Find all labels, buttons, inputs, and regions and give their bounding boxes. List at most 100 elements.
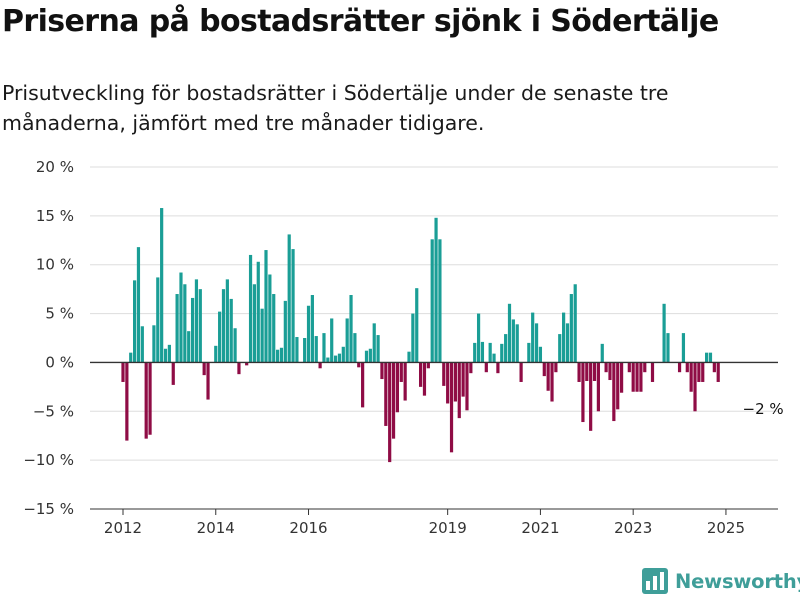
bar <box>442 362 446 386</box>
bar <box>341 346 345 363</box>
x-tick-label: 2012 <box>104 519 142 537</box>
bar <box>438 239 442 363</box>
bar <box>306 305 311 363</box>
bar <box>484 362 488 373</box>
bar <box>496 362 500 374</box>
bar <box>272 294 276 363</box>
bar <box>457 362 461 419</box>
bar <box>712 362 716 373</box>
bar <box>705 352 709 363</box>
bar <box>125 362 129 441</box>
bar <box>337 353 342 363</box>
bar <box>163 348 168 363</box>
bar <box>612 362 616 422</box>
y-tick-label: −10 % <box>23 451 74 469</box>
bar <box>589 362 593 431</box>
bar <box>573 284 577 363</box>
newsworthy-logo: Newsworthy <box>642 568 800 594</box>
bar <box>558 334 562 363</box>
bar <box>248 254 253 363</box>
bar <box>229 298 233 363</box>
bar <box>330 318 334 363</box>
bar <box>519 362 523 382</box>
bar <box>666 333 670 363</box>
bar <box>175 294 179 363</box>
bar <box>677 362 682 373</box>
bar <box>156 277 160 363</box>
bar <box>276 349 280 363</box>
bar <box>171 362 175 385</box>
bar <box>221 289 226 363</box>
bar <box>411 313 415 363</box>
bar <box>403 362 407 401</box>
bar <box>372 323 376 363</box>
bar <box>500 343 504 363</box>
bar <box>681 333 686 363</box>
x-tick-label: 2023 <box>614 519 652 537</box>
bar <box>349 295 353 363</box>
bar <box>639 362 643 392</box>
y-tick-label: −15 % <box>23 500 74 518</box>
bar <box>585 362 589 381</box>
bar <box>148 362 152 435</box>
bar <box>233 328 237 363</box>
chart-subtitle: Prisutveckling för bostadsrätter i Söder… <box>2 81 669 135</box>
bar <box>287 234 291 363</box>
bar <box>538 346 543 363</box>
bar <box>616 362 620 410</box>
bar <box>562 312 566 363</box>
bar <box>604 362 608 373</box>
bar <box>619 362 624 393</box>
x-tick-label: 2021 <box>521 519 559 537</box>
y-tick-label: 5 % <box>45 305 74 323</box>
bar <box>627 362 631 373</box>
bar <box>129 352 133 363</box>
bar <box>504 334 508 363</box>
bar <box>581 362 585 423</box>
bar <box>364 350 369 363</box>
bar <box>596 362 600 412</box>
bar <box>697 362 701 382</box>
bar <box>183 284 187 363</box>
bar <box>701 362 705 382</box>
bar <box>461 362 465 397</box>
bar <box>333 355 338 363</box>
bar <box>190 297 195 363</box>
bar <box>476 313 481 363</box>
bar <box>430 239 434 363</box>
bar <box>592 362 597 381</box>
bar <box>252 284 257 363</box>
bar <box>449 362 454 453</box>
bar <box>237 362 241 375</box>
x-tick-label: 2019 <box>429 519 467 537</box>
bar <box>380 362 384 380</box>
bar <box>384 362 388 426</box>
bar <box>206 362 210 400</box>
bar <box>708 352 713 363</box>
bar <box>488 342 492 363</box>
bar <box>534 323 539 363</box>
bar <box>361 362 365 408</box>
bar <box>245 362 249 366</box>
bar <box>160 208 164 363</box>
bar <box>388 362 392 463</box>
bar <box>322 333 326 363</box>
bar <box>140 326 144 363</box>
brand-name: Newsworthy <box>675 569 800 593</box>
bar <box>310 295 314 363</box>
bar <box>152 325 156 363</box>
bar <box>345 318 349 363</box>
bar <box>268 274 272 363</box>
bar <box>469 362 473 374</box>
bar <box>422 362 427 396</box>
bar <box>314 336 318 363</box>
bar <box>376 335 380 363</box>
bar <box>554 362 558 373</box>
bar <box>194 279 199 363</box>
bar <box>453 362 457 402</box>
y-tick-label: −5 % <box>33 402 74 420</box>
y-tick-label: 15 % <box>36 207 74 225</box>
y-tick-label: 10 % <box>36 256 74 274</box>
bar <box>480 341 485 363</box>
